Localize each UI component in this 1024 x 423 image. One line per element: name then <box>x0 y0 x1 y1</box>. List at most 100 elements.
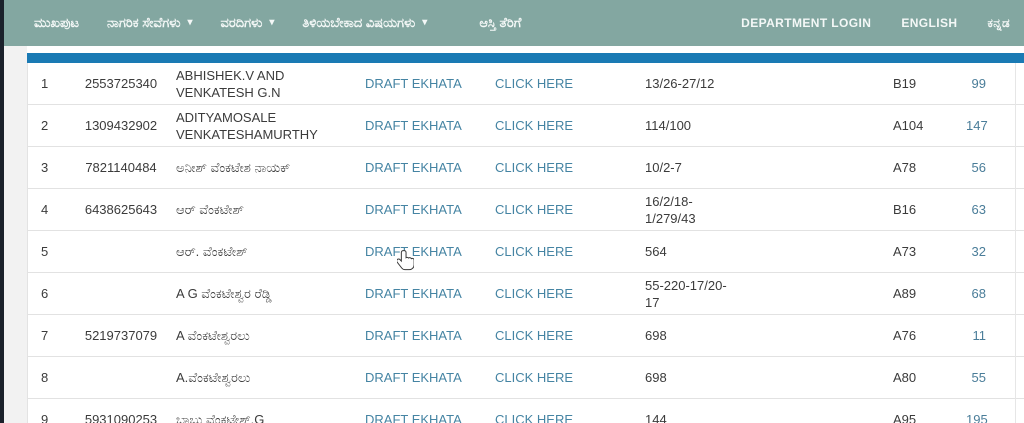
nav-item-label: ತಿಳಿಯಬೇಕಾದ ವಿಷಯಗಳು <box>302 15 416 30</box>
nav-item-label: ಮುಖಪುಟ <box>34 15 80 30</box>
count-cell: 11 <box>972 328 987 343</box>
count-cell: 99 <box>971 76 986 91</box>
count-cell: 63 <box>971 202 986 217</box>
click-here-link[interactable]: CLICK HERE <box>495 328 574 343</box>
nav-item-label: DEPARTMENT LOGIN <box>741 16 872 30</box>
table-row: 2 1309432902 ADITYAMOSALE VENKATESHAMURT… <box>28 105 1024 147</box>
draft-ekhata-link[interactable]: DRAFT EKHATA <box>365 118 462 133</box>
property-id-cell: 5931090253 <box>84 412 158 423</box>
count-cell: 55 <box>971 370 986 385</box>
survey-number-cell: 55-220-17/20- 17 <box>645 277 727 310</box>
count-cell: 147 <box>966 118 988 133</box>
serial-cell: 6 <box>41 286 49 301</box>
serial-cell: 1 <box>41 76 49 91</box>
ward-code-cell: A73 <box>893 244 917 259</box>
nav-item[interactable]: ಕನ್ನಡ <box>987 16 1010 31</box>
survey-number-cell: 564 <box>645 244 667 259</box>
table-right-border <box>1015 63 1016 423</box>
table-row: 4 6438625643 ಆರ್ ವೆಂಕಟೇಶ್ DRAFT EKHATA C… <box>28 189 1024 231</box>
owner-name-cell: ಅನೀಶ್ ವೆಂಕಟೇಶ ನಾಯಕ್ <box>176 160 291 175</box>
draft-ekhata-link[interactable]: DRAFT EKHATA <box>365 202 462 217</box>
nav-item[interactable]: ವರದಿಗಳು ▾ <box>221 15 275 31</box>
draft-ekhata-link[interactable]: DRAFT EKHATA <box>365 76 462 91</box>
top-navbar: ಮುಖಪುಟ ನಾಗರಿಕ ಸೇವೆಗಳು ▾ ವರದಿಗಳು ▾ ತಿಳಿಯಬ… <box>4 0 1024 46</box>
table-body: 1 2553725340 ABHISHEK.V AND VENKATESH G.… <box>27 63 1024 423</box>
count-cell: 68 <box>971 286 986 301</box>
table-row: 9 5931090253 ಬಾಬು ವೆಂಕಟೇಶ್.G DRAFT EKHAT… <box>28 399 1024 423</box>
window-edge <box>0 0 4 423</box>
survey-number-cell: 114/100 <box>645 118 692 133</box>
survey-number-cell: 13/26-27/12 <box>645 76 715 91</box>
table-row: 6 A G ವೆಂಕಟೇಶ್ವರ ರೆಡ್ಡಿ DRAFT EKHATA CLI… <box>28 273 1024 315</box>
survey-number-cell: 698 <box>645 328 667 343</box>
table-row: 3 7821140484 ಅನೀಶ್ ವೆಂಕಟೇಶ ನಾಯಕ್ DRAFT E… <box>28 147 1024 189</box>
survey-number-cell: 698 <box>645 370 667 385</box>
table-row: 7 5219737079 A ವೆಂಕಟೇಶ್ವರಲು DRAFT EKHATA… <box>28 315 1024 357</box>
draft-ekhata-link[interactable]: DRAFT EKHATA <box>365 328 462 343</box>
draft-ekhata-link[interactable]: DRAFT EKHATA <box>365 244 462 259</box>
click-here-link[interactable]: CLICK HERE <box>495 160 574 175</box>
ward-code-cell: B16 <box>893 202 917 217</box>
owner-name-cell: ಆರ್ ವೆಂಕಟೇಶ್ <box>176 202 244 217</box>
property-id-cell: 7821140484 <box>85 160 157 175</box>
nav-item[interactable]: ಮುಖಪುಟ <box>34 15 79 31</box>
chevron-down-icon: ▾ <box>187 17 193 28</box>
click-here-link[interactable]: CLICK HERE <box>495 244 574 259</box>
count-cell: 56 <box>971 160 986 175</box>
draft-ekhata-link[interactable]: DRAFT EKHATA <box>365 370 462 385</box>
survey-number-cell: 16/2/18- 1/279/43 <box>645 193 696 226</box>
survey-number-cell: 144 <box>645 412 667 423</box>
property-id-cell: 2553725340 <box>84 76 158 91</box>
survey-number-cell: 10/2-7 <box>645 160 682 175</box>
click-here-link[interactable]: CLICK HERE <box>495 202 574 217</box>
draft-ekhata-link[interactable]: DRAFT EKHATA <box>365 286 462 301</box>
ward-code-cell: B19 <box>893 76 917 91</box>
nav-menu: ಮುಖಪುಟ ನಾಗರಿಕ ಸೇವೆಗಳು ▾ ವರದಿಗಳು ▾ ತಿಳಿಯಬ… <box>34 15 521 31</box>
click-here-link[interactable]: CLICK HERE <box>495 370 574 385</box>
ward-code-cell: A95 <box>893 412 917 423</box>
nav-item-label: ನಾಗರಿಕ ಸೇವೆಗಳು <box>107 15 181 30</box>
serial-cell: 5 <box>41 244 49 259</box>
owner-name-cell: A ವೆಂಕಟೇಶ್ವರಲು <box>176 328 250 343</box>
page-gutter <box>4 46 27 423</box>
table-row: 1 2553725340 ABHISHEK.V AND VENKATESH G.… <box>28 63 1024 105</box>
draft-ekhata-link[interactable]: DRAFT EKHATA <box>365 412 462 423</box>
ward-code-cell: A76 <box>893 328 917 343</box>
chevron-down-icon: ▾ <box>269 17 275 28</box>
click-here-link[interactable]: CLICK HERE <box>495 412 574 423</box>
ward-code-cell: A104 <box>893 118 924 133</box>
click-here-link[interactable]: CLICK HERE <box>495 76 574 91</box>
click-here-link[interactable]: CLICK HERE <box>495 118 574 133</box>
nav-right-menu: DEPARTMENT LOGIN ENGLISH ಕನ್ನಡ <box>741 16 1010 31</box>
table-header-strip <box>27 53 1024 63</box>
serial-cell: 3 <box>41 160 49 175</box>
nav-item[interactable]: ENGLISH <box>901 16 957 30</box>
chevron-down-icon: ▾ <box>422 17 428 28</box>
nav-item-label: ENGLISH <box>901 16 958 30</box>
property-id-cell: 1309432902 <box>84 118 158 133</box>
serial-cell: 8 <box>41 370 49 385</box>
serial-cell: 2 <box>41 118 49 133</box>
count-cell: 32 <box>971 244 986 259</box>
owner-name-cell: A.ವೆಂಕಟೇಶ್ವರಲು <box>176 370 251 385</box>
draft-ekhata-link[interactable]: DRAFT EKHATA <box>365 160 462 175</box>
nav-item[interactable]: ಆಸ್ತಿ ತೆರಿಗೆ <box>479 15 521 31</box>
nav-item[interactable]: DEPARTMENT LOGIN <box>741 16 871 30</box>
property-id-cell: 5219737079 <box>84 328 158 343</box>
click-here-link[interactable]: CLICK HERE <box>495 286 574 301</box>
ward-code-cell: A80 <box>893 370 917 385</box>
records-table: 1 2553725340 ABHISHEK.V AND VENKATESH G.… <box>27 53 1024 423</box>
count-cell: 195 <box>966 412 988 423</box>
table-row: 8 A.ವೆಂಕಟೇಶ್ವರಲು DRAFT EKHATA CLICK HERE… <box>28 357 1024 399</box>
owner-name-cell: ABHISHEK.V AND VENKATESH G.N <box>176 67 285 100</box>
nav-item[interactable]: ತಿಳಿಯಬೇಕಾದ ವಿಷಯಗಳು ▾ <box>302 15 427 31</box>
nav-item-label: ವರದಿಗಳು <box>220 15 263 30</box>
table-row: 5 ಆರ್. ವೆಂಕಟೇಶ್ DRAFT EKHATA CLICK HERE … <box>28 231 1024 273</box>
nav-item-label: ಕನ್ನಡ <box>987 15 1010 30</box>
ward-code-cell: A89 <box>893 286 917 301</box>
nav-item[interactable]: ನಾಗರಿಕ ಸೇವೆಗಳು ▾ <box>107 15 192 31</box>
owner-name-cell: ಆರ್. ವೆಂಕಟೇಶ್ <box>176 244 248 259</box>
serial-cell: 9 <box>41 412 49 423</box>
nav-item-label: ಆಸ್ತಿ ತೆರಿಗೆ <box>479 15 522 30</box>
